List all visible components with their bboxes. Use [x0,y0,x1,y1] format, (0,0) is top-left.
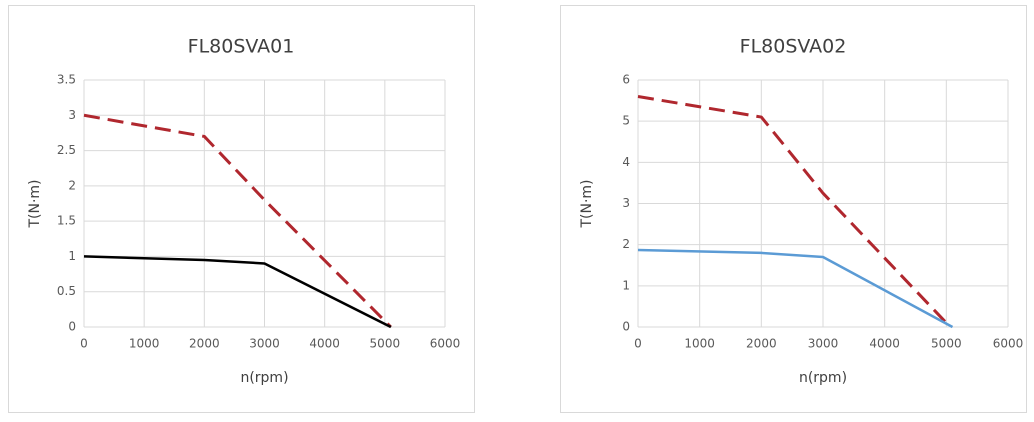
y-tick-label: 2 [622,237,630,251]
y-tick-label: 1 [622,278,630,292]
x-tick-label: 0 [80,337,88,351]
y-tick-label: 0 [68,320,76,334]
y-tick-label: 5 [622,114,630,128]
series-line [83,255,392,329]
x-tick-label: 4000 [309,337,340,351]
y-axis-title: T(N·m) [579,179,595,228]
y-axis-title: T(N·m) [27,179,43,228]
y-tick-label: 6 [622,73,630,87]
series-line [83,113,392,329]
x-tick-label: 3000 [249,337,280,351]
series-line [637,94,948,324]
x-tick-label: 5000 [931,337,962,351]
chart-panel [560,5,1027,413]
y-tick-label: 2 [68,178,76,192]
y-tick-label: 0 [622,320,630,334]
y-tick-label: 1.5 [57,214,76,228]
chart-title: FL80SVA02 [740,36,847,58]
x-tick-label: 0 [634,337,642,351]
x-tick-label: 1000 [129,337,160,351]
y-tick-label: 2.5 [57,143,76,157]
x-tick-label: 2000 [189,337,220,351]
y-tick-label: 4 [622,155,630,169]
y-tick-label: 1 [68,249,76,263]
chart-title: FL80SVA01 [188,36,295,58]
x-tick-label: 2000 [746,337,777,351]
y-tick-label: 3 [68,108,76,122]
x-tick-label: 6000 [993,337,1024,351]
x-tick-label: 4000 [869,337,900,351]
x-tick-label: 3000 [808,337,839,351]
chart-panel [8,5,475,413]
x-tick-label: 6000 [430,337,461,351]
x-axis-title: n(rpm) [240,370,288,386]
series-line [637,248,954,329]
y-tick-label: 3 [622,196,630,210]
x-tick-label: 5000 [370,337,401,351]
y-tick-label: 3.5 [57,73,76,87]
y-tick-label: 0.5 [57,284,76,298]
x-tick-label: 1000 [684,337,715,351]
x-axis-title: n(rpm) [799,370,847,386]
